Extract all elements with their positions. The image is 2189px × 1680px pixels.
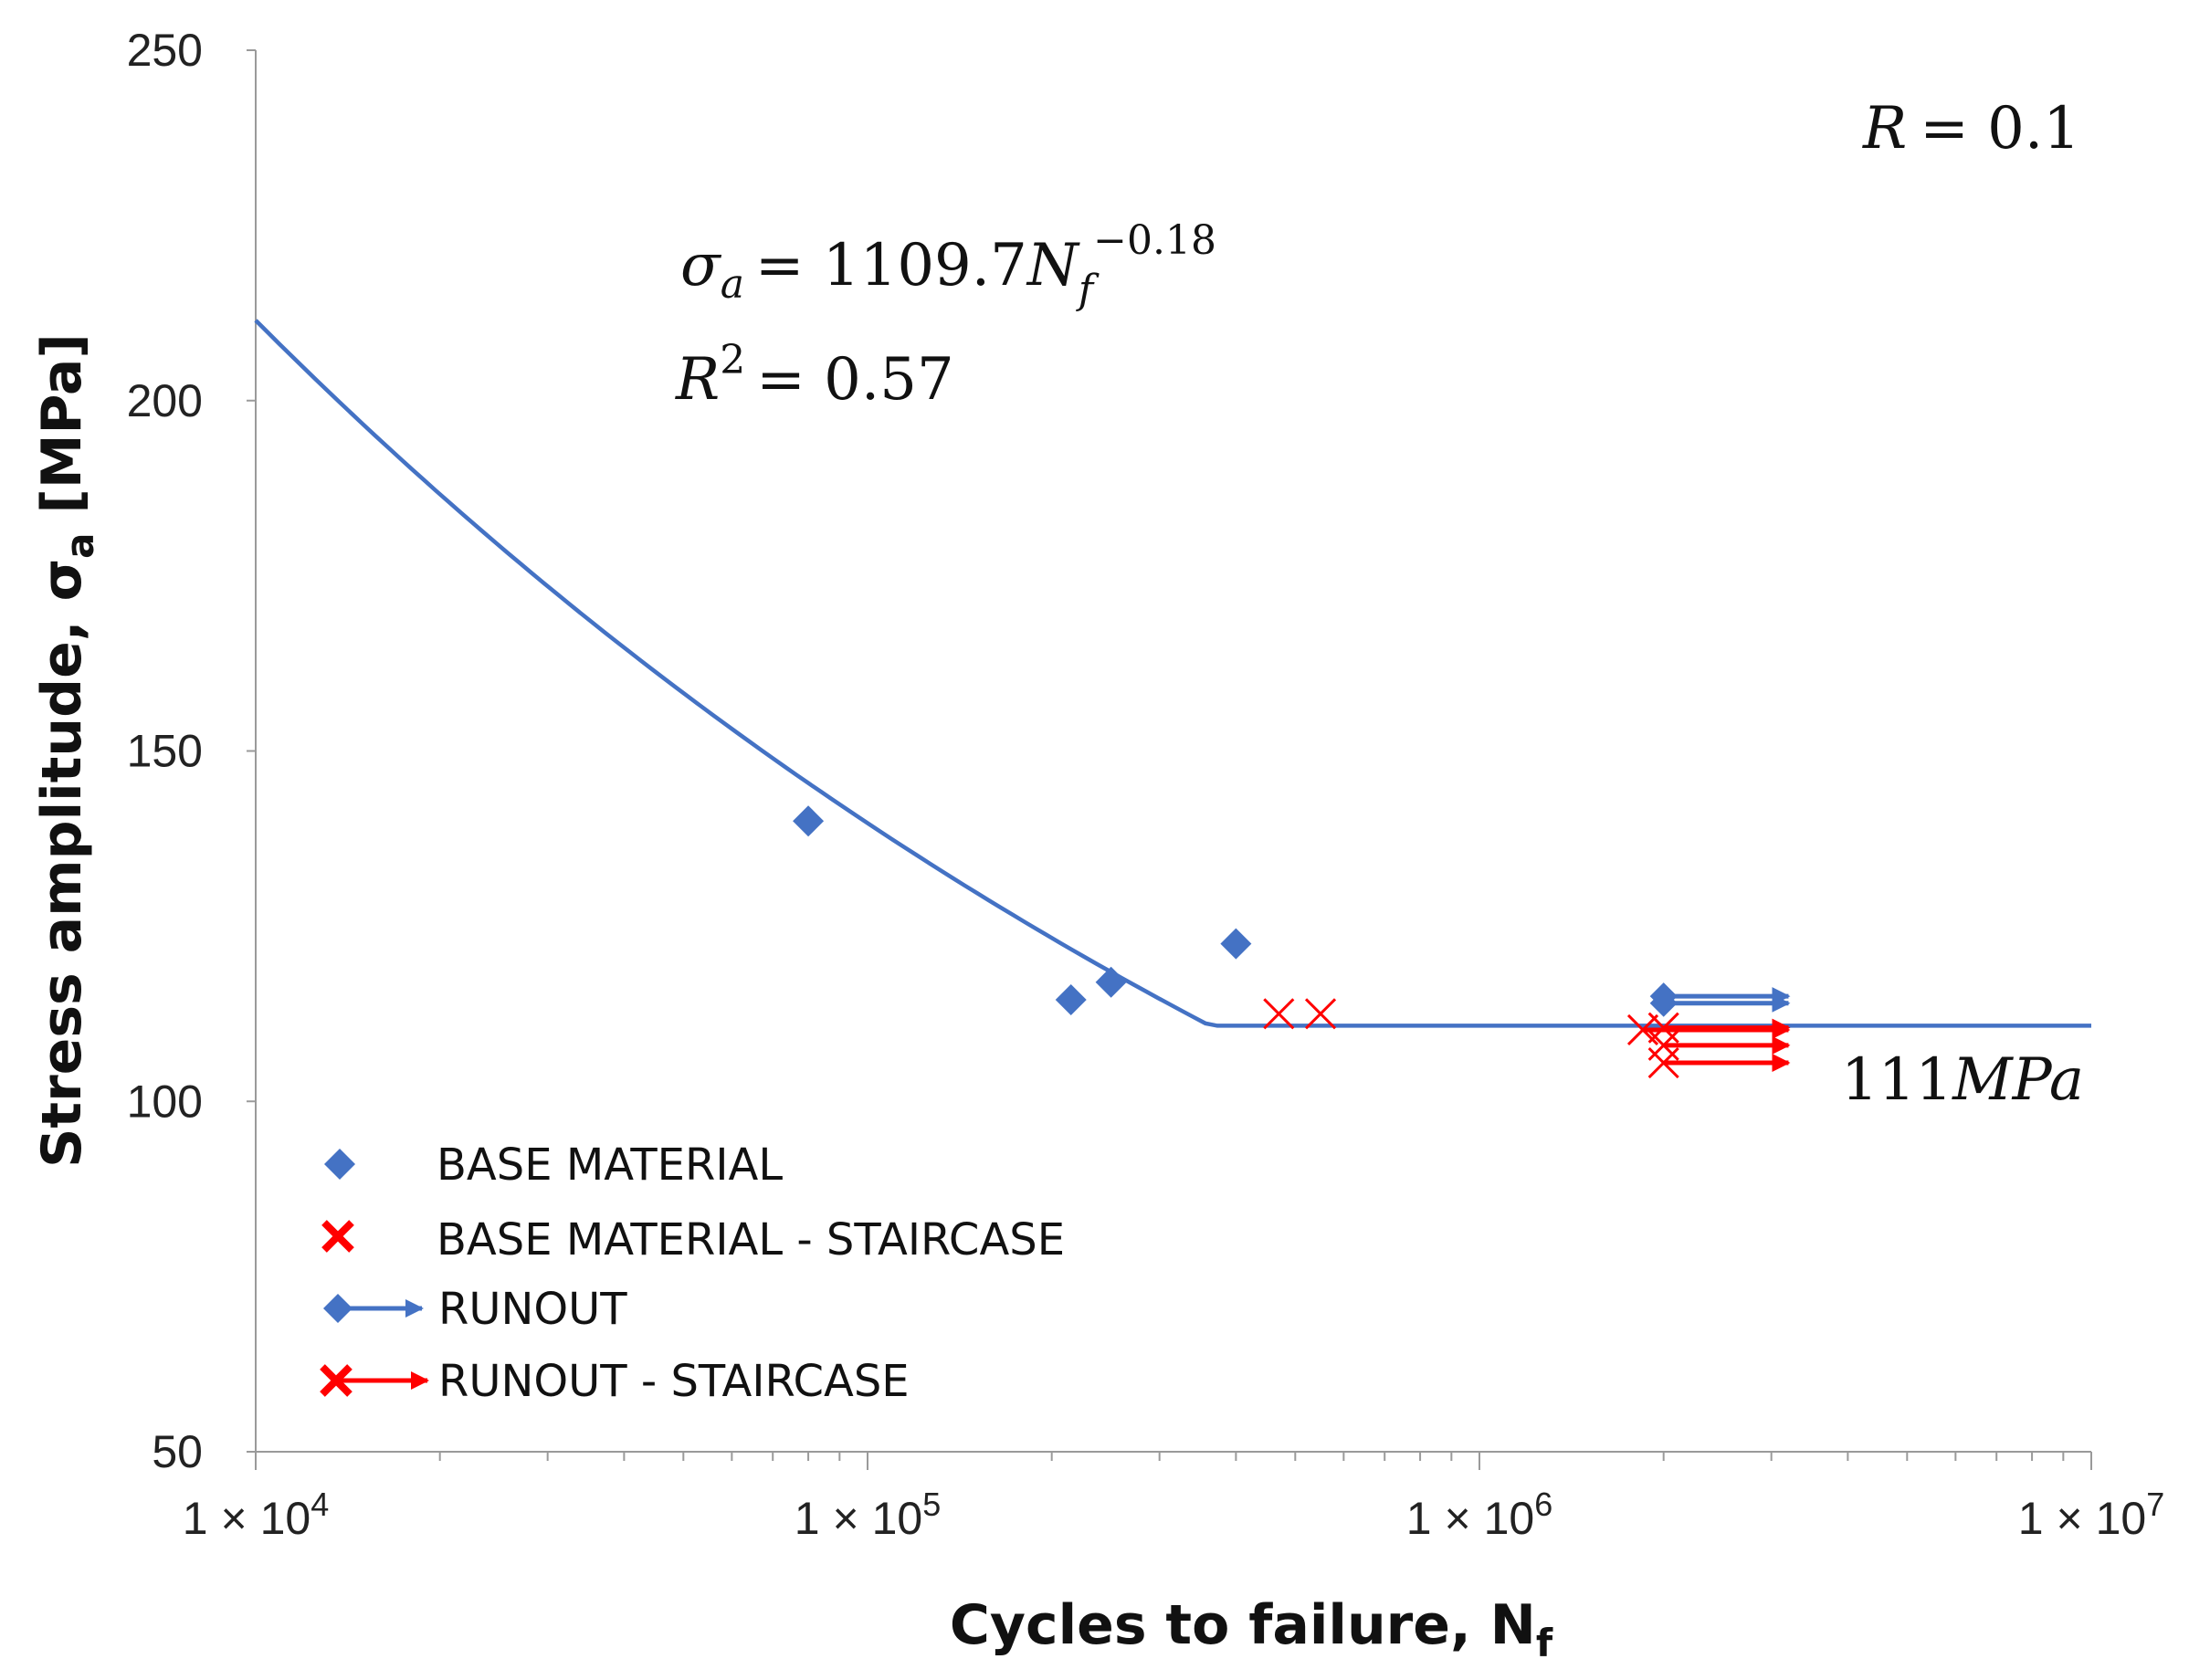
y-tick-label: 50 bbox=[152, 1426, 203, 1477]
x-marker-stroke bbox=[1647, 1012, 1679, 1044]
x-tick-label: 1 × 105 bbox=[795, 1486, 941, 1544]
data-point bbox=[1095, 966, 1127, 998]
x-marker-stroke bbox=[1304, 998, 1337, 1030]
x-tick-label: 1 × 107 bbox=[2018, 1486, 2164, 1544]
x-marker-stroke bbox=[321, 1220, 354, 1253]
r-squared: R2 = 0.57 bbox=[675, 337, 954, 414]
data-point bbox=[1647, 1012, 1679, 1044]
x-marker-stroke bbox=[1647, 1029, 1679, 1061]
legend-item: BASE MATERIAL - STAIRCASE bbox=[321, 1214, 1065, 1265]
fit-curve-group bbox=[254, 319, 2091, 1028]
legend: BASE MATERIAL BASE MATERIAL - STAIRCASE RU… bbox=[320, 1139, 1065, 1407]
legend-item: RUNOUT bbox=[323, 1284, 627, 1335]
x-tick-label: 1 × 106 bbox=[1406, 1486, 1552, 1544]
x-axis-title: Cycles to failure, Nf bbox=[950, 1593, 1553, 1665]
data-point bbox=[793, 805, 825, 837]
y-ticks: 50 100 150 200 250 bbox=[127, 25, 256, 1477]
fit-curve bbox=[254, 319, 2091, 1028]
y-tick-label: 100 bbox=[127, 1076, 203, 1127]
data-point bbox=[1220, 928, 1252, 960]
legend-x-icon bbox=[320, 1364, 353, 1397]
series-base-material-staircase bbox=[1263, 998, 1337, 1030]
series-base-material bbox=[793, 805, 1252, 1015]
data-point bbox=[1647, 1046, 1679, 1079]
legend-label: BASE MATERIAL bbox=[437, 1139, 783, 1191]
data-point bbox=[1304, 998, 1337, 1030]
legend-label: RUNOUT - STAIRCASE bbox=[438, 1356, 910, 1407]
legend-item: BASE MATERIAL bbox=[324, 1139, 783, 1191]
plateau-label: 111MPa bbox=[1841, 1046, 2084, 1114]
x-marker-stroke bbox=[1647, 1046, 1679, 1079]
data-point bbox=[1649, 989, 1678, 1017]
x-ticks: 1 × 104 1 × 105 1 × 106 1 × 107 bbox=[183, 1452, 2164, 1544]
data-point bbox=[1647, 1029, 1679, 1061]
data-point bbox=[1055, 983, 1087, 1015]
fit-equation: σa = 1109.7Nf−0.18 bbox=[680, 217, 1216, 313]
legend-x-icon bbox=[321, 1220, 354, 1253]
legend-diamond-icon bbox=[324, 1149, 355, 1180]
y-axis-title: Stress amplitude, σa [MPa] bbox=[30, 333, 102, 1168]
x-marker-stroke bbox=[320, 1364, 353, 1397]
data-points bbox=[793, 805, 1791, 1079]
x-marker-stroke bbox=[1263, 998, 1295, 1030]
stress-ratio: R = 0.1 bbox=[1862, 95, 2080, 163]
legend-label: BASE MATERIAL - STAIRCASE bbox=[437, 1214, 1065, 1265]
x-tick-label: 1 × 104 bbox=[183, 1486, 329, 1544]
series-runout-staircase bbox=[1626, 1012, 1791, 1079]
legend-diamond-icon bbox=[323, 1294, 353, 1323]
data-point bbox=[1263, 998, 1295, 1030]
x-marker-stroke bbox=[1626, 1013, 1659, 1046]
series-runout bbox=[1649, 982, 1791, 1017]
y-tick-label: 200 bbox=[127, 375, 203, 426]
y-tick-label: 250 bbox=[127, 25, 203, 76]
legend-item: RUNOUT - STAIRCASE bbox=[320, 1356, 910, 1407]
legend-label: RUNOUT bbox=[438, 1284, 627, 1335]
y-tick-label: 150 bbox=[127, 726, 203, 777]
